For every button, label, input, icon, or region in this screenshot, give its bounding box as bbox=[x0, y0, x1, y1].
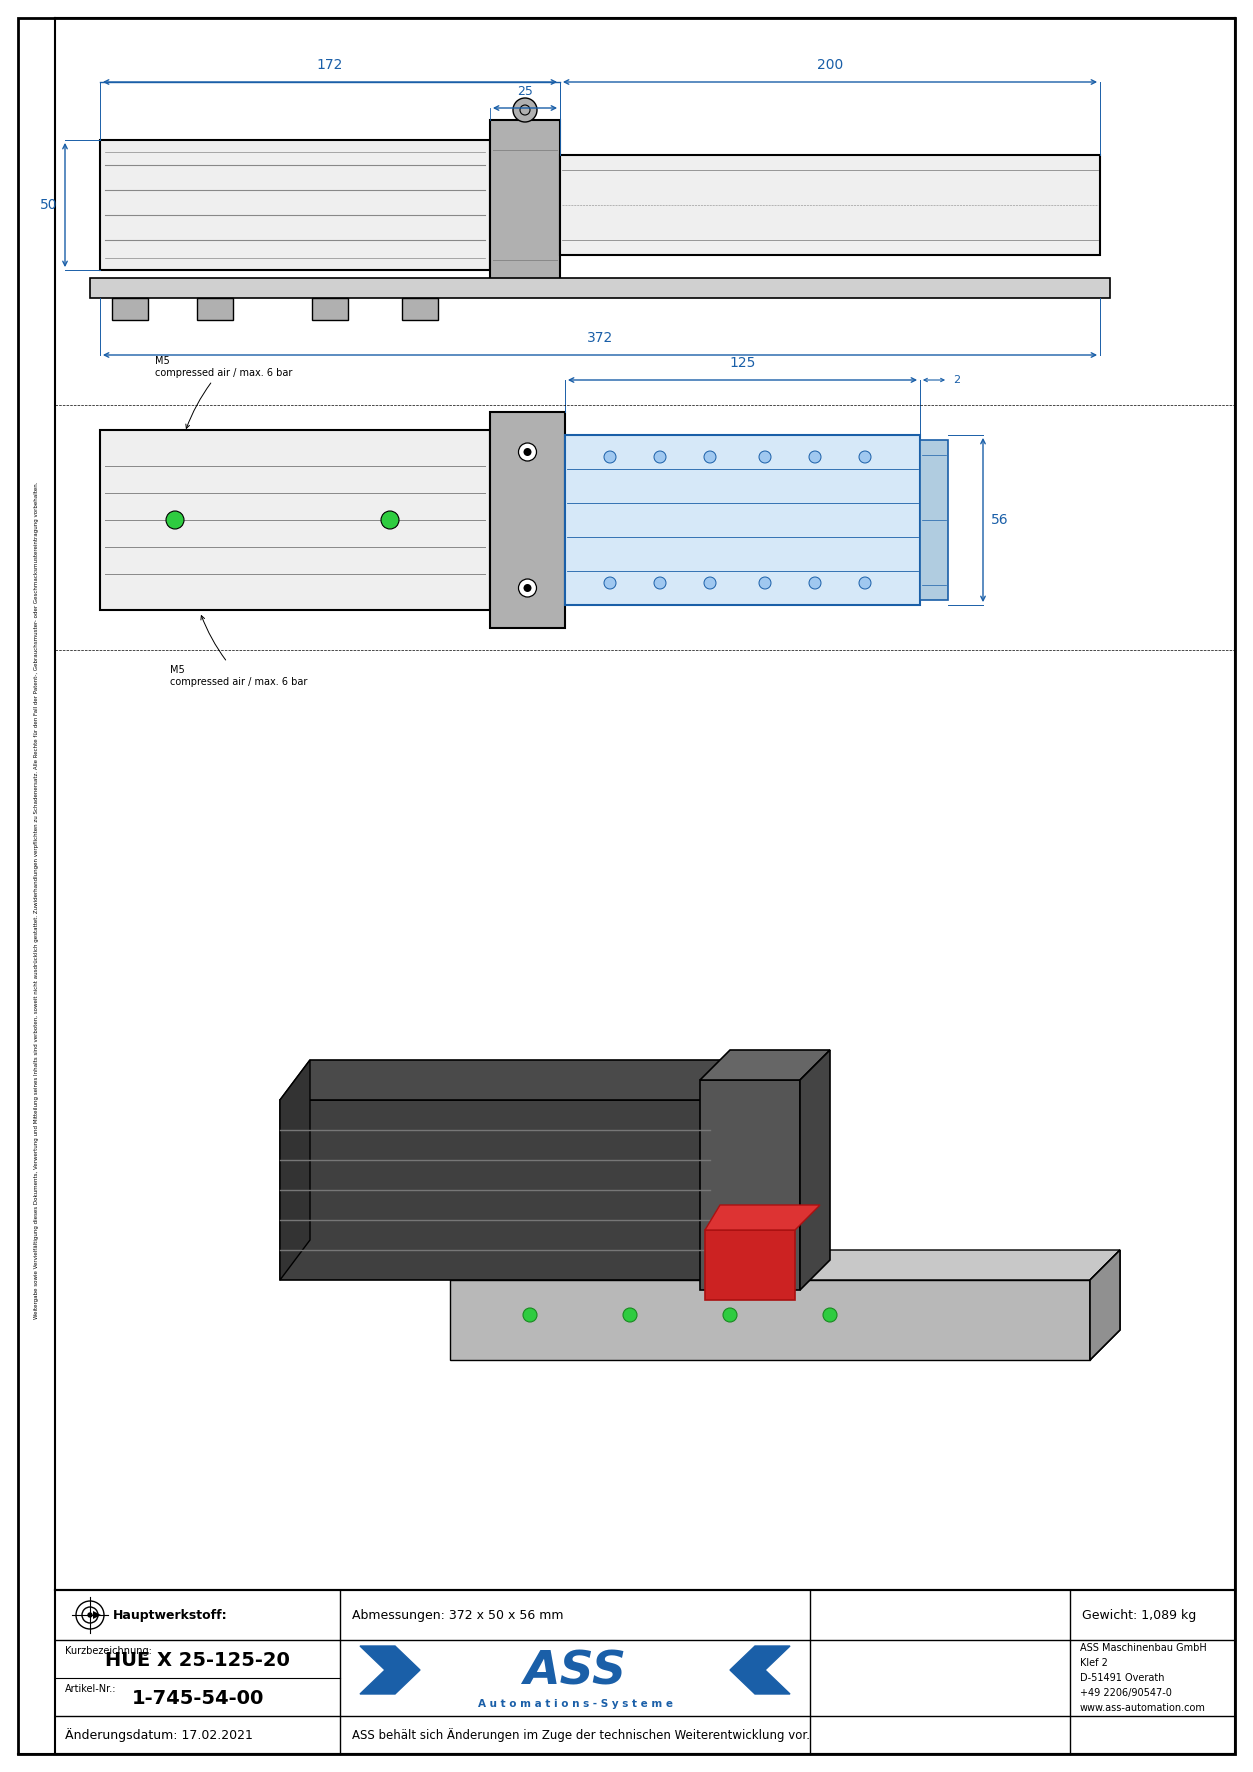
Circle shape bbox=[381, 510, 398, 530]
Text: M5
compressed air / max. 6 bar: M5 compressed air / max. 6 bar bbox=[155, 356, 292, 429]
Text: Kurzbezeichnung:: Kurzbezeichnung: bbox=[65, 1646, 152, 1657]
Text: 56: 56 bbox=[991, 514, 1009, 526]
Bar bbox=[490, 413, 565, 627]
Circle shape bbox=[604, 578, 616, 588]
Polygon shape bbox=[705, 1205, 819, 1230]
Circle shape bbox=[860, 578, 871, 588]
Text: 1-745-54-00: 1-745-54-00 bbox=[132, 1689, 263, 1708]
Bar bbox=[312, 298, 348, 321]
Polygon shape bbox=[279, 1060, 741, 1100]
Circle shape bbox=[809, 578, 821, 588]
Text: 2: 2 bbox=[954, 376, 960, 385]
Bar bbox=[90, 278, 1110, 298]
Text: Abmessungen: 372 x 50 x 56 mm: Abmessungen: 372 x 50 x 56 mm bbox=[352, 1609, 564, 1621]
Text: 200: 200 bbox=[817, 58, 843, 73]
Text: 372: 372 bbox=[586, 331, 613, 346]
Circle shape bbox=[860, 452, 871, 462]
Circle shape bbox=[823, 1308, 837, 1322]
Text: 125: 125 bbox=[729, 356, 756, 370]
Circle shape bbox=[519, 443, 536, 461]
Polygon shape bbox=[700, 1051, 829, 1079]
Polygon shape bbox=[279, 1100, 710, 1279]
Bar bbox=[560, 154, 1100, 255]
Text: HUE X 25-125-20: HUE X 25-125-20 bbox=[105, 1652, 289, 1671]
Bar bbox=[197, 298, 233, 321]
Circle shape bbox=[524, 448, 531, 455]
Bar bbox=[100, 140, 490, 269]
Polygon shape bbox=[360, 1646, 420, 1694]
Text: ASS behält sich Änderungen im Zuge der technischen Weiterentwicklung vor.: ASS behält sich Änderungen im Zuge der t… bbox=[352, 1728, 809, 1742]
Text: ASS Maschinenbau GmbH
Klef 2
D-51491 Overath
+49 2206/90547-0
www.ass-automation: ASS Maschinenbau GmbH Klef 2 D-51491 Ove… bbox=[1080, 1643, 1207, 1712]
Polygon shape bbox=[93, 1611, 101, 1620]
Circle shape bbox=[704, 452, 715, 462]
Polygon shape bbox=[1090, 1249, 1120, 1359]
Polygon shape bbox=[799, 1051, 829, 1290]
Bar bbox=[112, 298, 148, 321]
Circle shape bbox=[523, 1308, 538, 1322]
Circle shape bbox=[759, 452, 771, 462]
Circle shape bbox=[512, 97, 538, 122]
Bar bbox=[565, 434, 920, 604]
Text: 25: 25 bbox=[517, 85, 533, 97]
Circle shape bbox=[654, 578, 667, 588]
Polygon shape bbox=[730, 1646, 789, 1694]
Text: M5
compressed air / max. 6 bar: M5 compressed air / max. 6 bar bbox=[170, 615, 307, 686]
Circle shape bbox=[604, 452, 616, 462]
Circle shape bbox=[623, 1308, 637, 1322]
Circle shape bbox=[759, 578, 771, 588]
Polygon shape bbox=[705, 1230, 794, 1301]
Bar bbox=[920, 439, 949, 601]
Bar bbox=[402, 298, 439, 321]
Bar bbox=[100, 431, 490, 610]
Circle shape bbox=[524, 585, 531, 592]
Polygon shape bbox=[450, 1249, 1120, 1279]
Polygon shape bbox=[279, 1060, 309, 1279]
Text: Änderungsdatum: 17.02.2021: Änderungsdatum: 17.02.2021 bbox=[65, 1728, 253, 1742]
Circle shape bbox=[723, 1308, 737, 1322]
Polygon shape bbox=[700, 1079, 799, 1290]
Polygon shape bbox=[1090, 1249, 1120, 1359]
Circle shape bbox=[519, 579, 536, 597]
Circle shape bbox=[165, 510, 184, 530]
Text: A u t o m a t i o n s - S y s t e m e: A u t o m a t i o n s - S y s t e m e bbox=[477, 1699, 673, 1708]
Text: ASS: ASS bbox=[524, 1650, 626, 1694]
Polygon shape bbox=[450, 1279, 1090, 1359]
Text: Weitergabe sowie Vervielfältigung dieses Dokuments, Verwertung und Mitteilung se: Weitergabe sowie Vervielfältigung dieses… bbox=[35, 482, 40, 1318]
Bar bbox=[490, 120, 560, 291]
Text: Artikel-Nr.:: Artikel-Nr.: bbox=[65, 1683, 117, 1694]
Text: Gewicht: 1,089 kg: Gewicht: 1,089 kg bbox=[1083, 1609, 1197, 1621]
Text: Hauptwerkstoff:: Hauptwerkstoff: bbox=[113, 1609, 228, 1621]
Circle shape bbox=[809, 452, 821, 462]
Circle shape bbox=[704, 578, 715, 588]
Text: 172: 172 bbox=[317, 58, 343, 73]
Text: 50: 50 bbox=[40, 198, 56, 213]
Circle shape bbox=[654, 452, 667, 462]
Circle shape bbox=[88, 1613, 91, 1618]
